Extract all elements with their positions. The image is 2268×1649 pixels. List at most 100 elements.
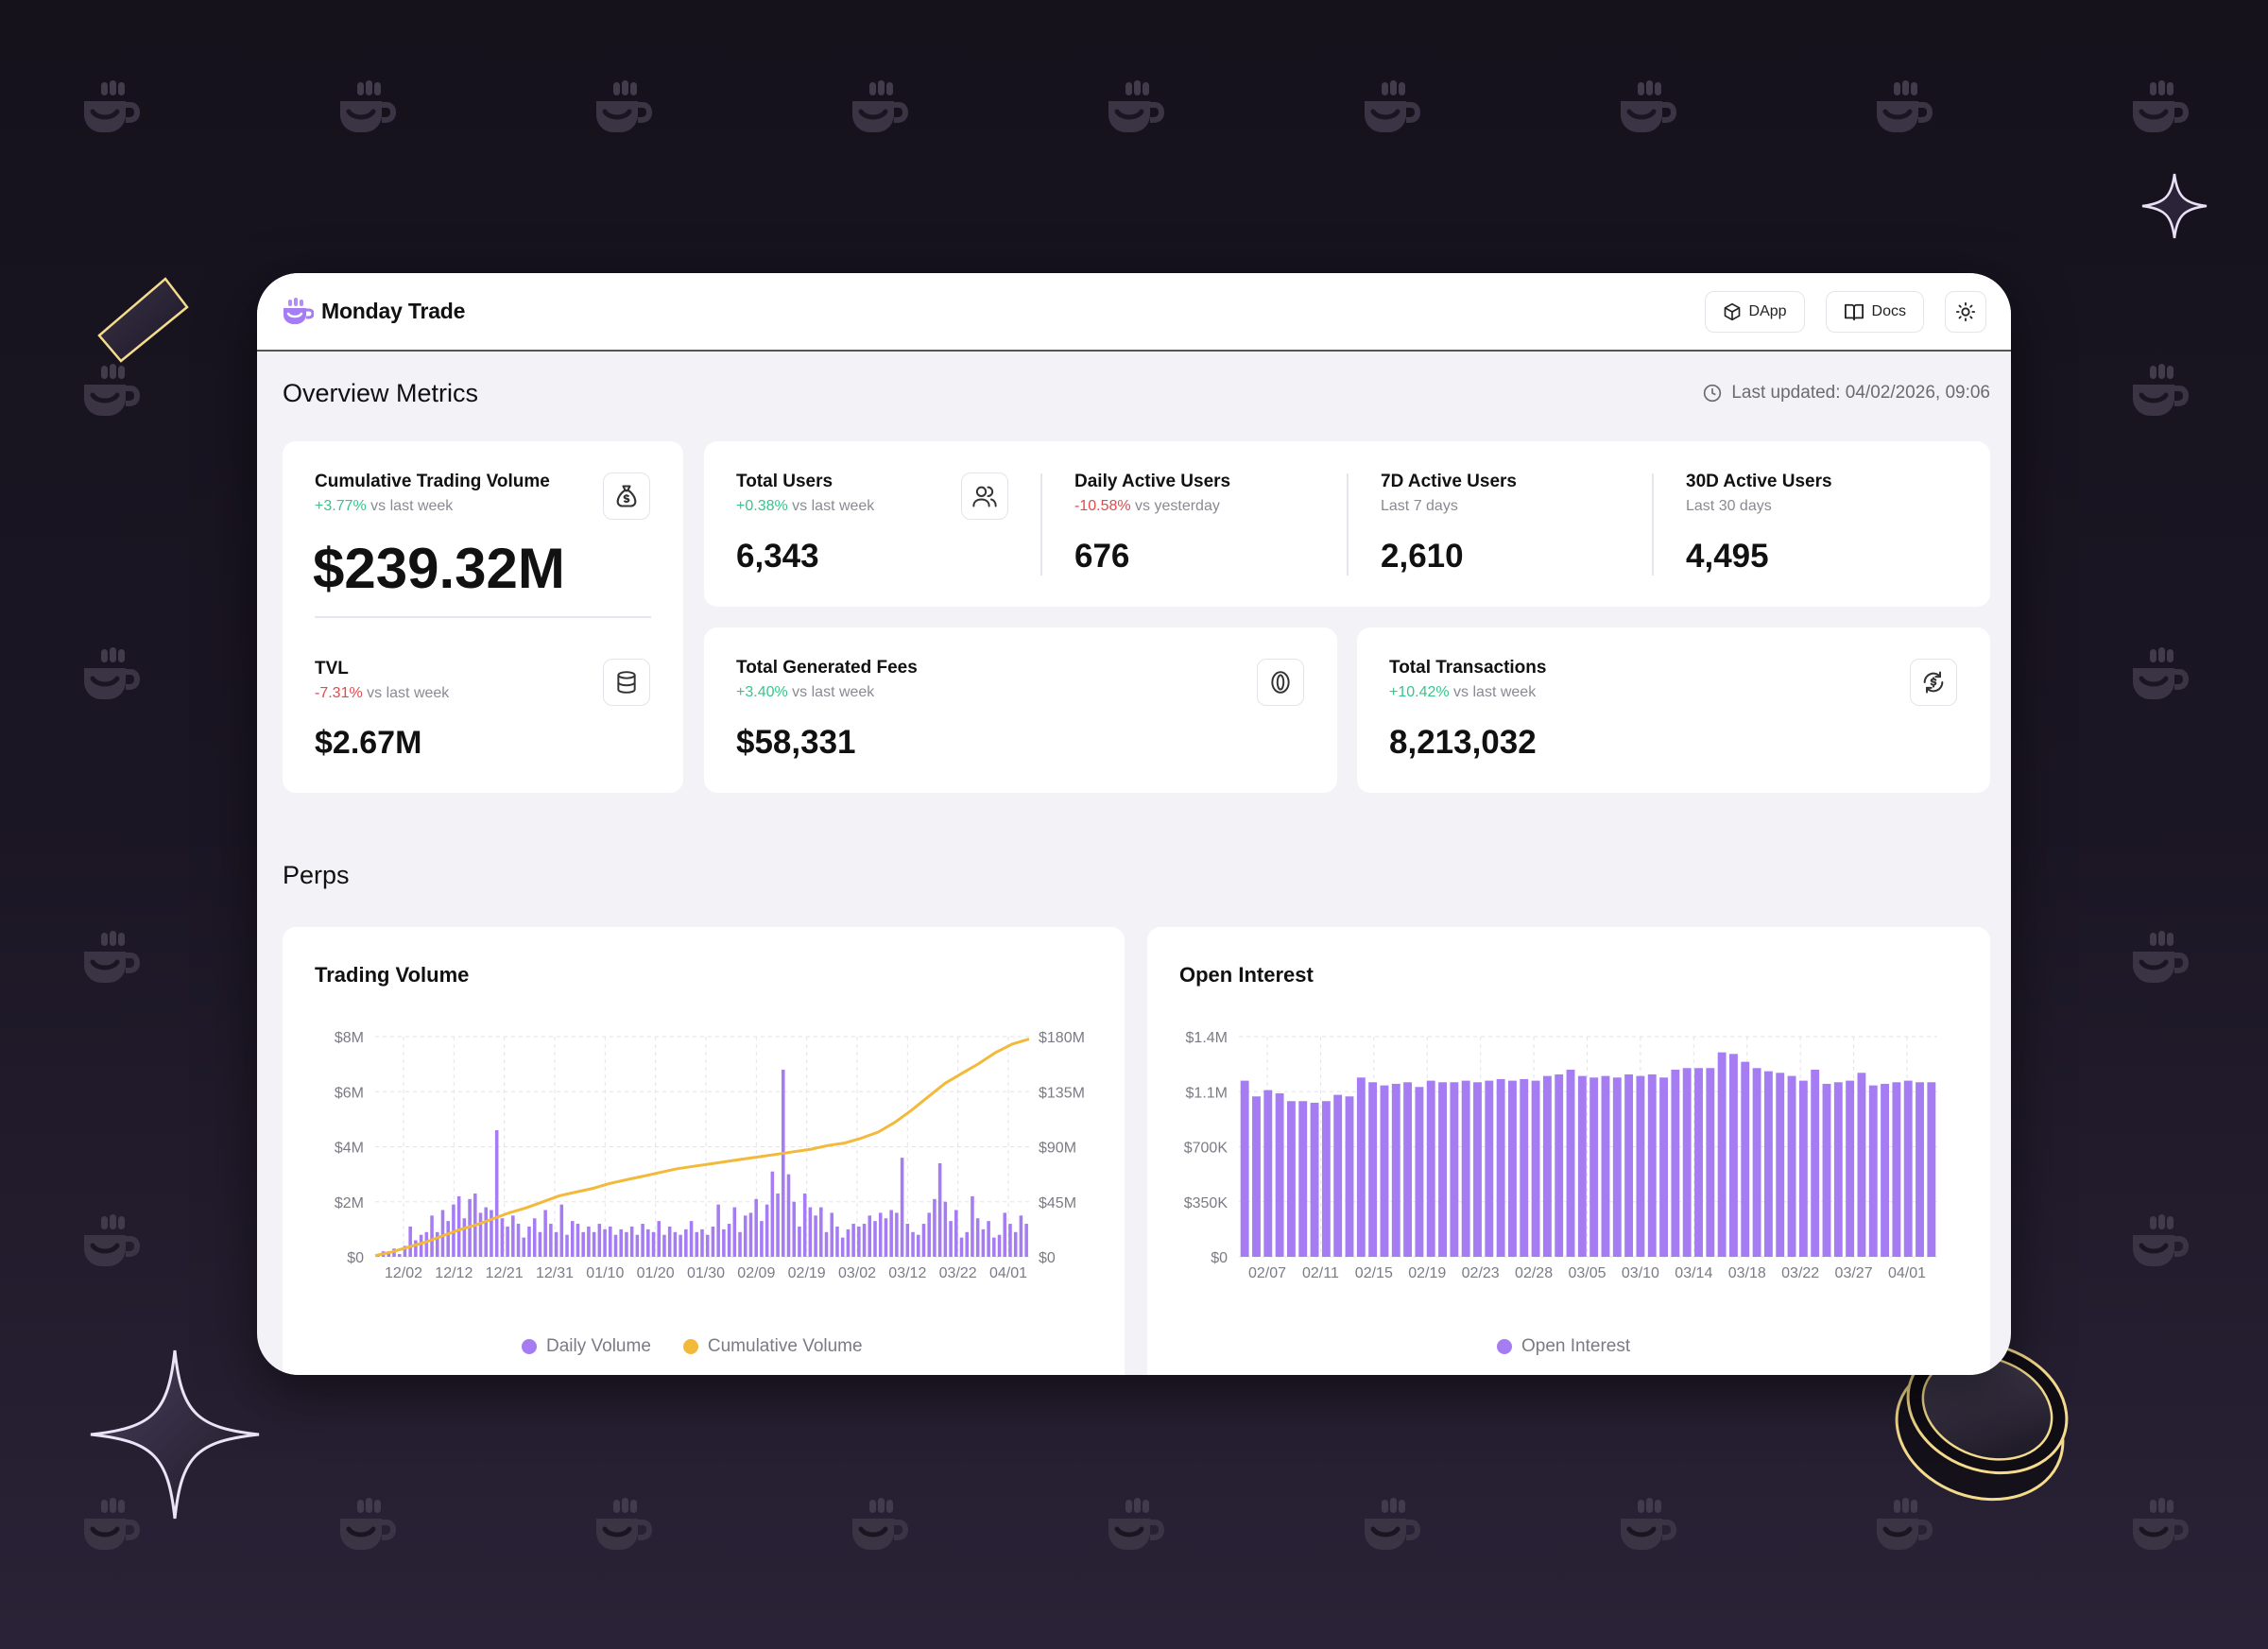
daily-volume-bar	[786, 1174, 791, 1257]
y-right-tick-label: $0	[1039, 1250, 1056, 1266]
daily-volume-bar	[981, 1228, 986, 1257]
active-7d-label: 7D Active Users	[1381, 472, 1517, 491]
cumulative-volume-line	[374, 1038, 1030, 1258]
background-mug-icon	[80, 647, 141, 704]
daily-volume-bar	[743, 1215, 747, 1257]
open-interest-bar	[1542, 1075, 1552, 1257]
legend-open-interest[interactable]: Open Interest	[1497, 1336, 1630, 1357]
legend-daily-volume[interactable]: Daily Volume	[522, 1336, 651, 1357]
change-suffix: vs last week	[362, 685, 450, 701]
daily-active-value: 676	[1074, 538, 1130, 575]
sun-icon	[1955, 301, 1976, 321]
open-interest-bar	[1473, 1082, 1482, 1257]
active-30d-value: 4,495	[1686, 538, 1769, 575]
trading-volume-chart: $8M $6M $4M $2M $0 $180M $135M $90M $45M $0 12/02 1…	[335, 1030, 1085, 1281]
daily-volume-bar	[884, 1218, 888, 1257]
daily-volume-bar	[819, 1207, 823, 1257]
daily-volume-bar	[689, 1221, 694, 1257]
daily-volume-bar	[484, 1207, 489, 1257]
daily-volume-bar	[532, 1218, 537, 1257]
open-interest-bar	[1240, 1080, 1249, 1257]
x-tick-label: 12/31	[536, 1265, 574, 1281]
daily-volume-bar	[462, 1218, 467, 1257]
background-mug-icon	[2129, 1214, 2190, 1271]
transactions-value: 8,213,032	[1389, 724, 1537, 761]
theme-toggle-button[interactable]	[1945, 290, 1986, 333]
x-tick-label: 12/12	[435, 1265, 472, 1281]
fees-value: $58,331	[736, 724, 856, 761]
daily-volume-bar	[851, 1224, 855, 1257]
daily-volume-bar	[857, 1226, 861, 1257]
y-right-tick-label: $90M	[1039, 1141, 1076, 1157]
fees-label: Total Generated Fees	[736, 658, 918, 678]
daily-volume-bar	[911, 1231, 915, 1257]
money-bag-icon	[603, 472, 650, 520]
legend-cumulative-volume[interactable]: Cumulative Volume	[682, 1336, 863, 1357]
cumulative-volume-change: +3.77%	[315, 498, 367, 514]
docs-button[interactable]: Docs	[1825, 290, 1924, 333]
change-suffix: vs last week	[787, 498, 875, 514]
x-tick-label: 03/12	[888, 1265, 926, 1281]
daily-volume-bar	[435, 1231, 439, 1257]
transactions-label: Total Transactions	[1389, 658, 1547, 678]
daily-volume-bar	[830, 1212, 834, 1257]
background-mug-icon	[1105, 80, 1165, 137]
daily-active-label: Daily Active Users	[1074, 472, 1231, 491]
open-interest-bar	[1298, 1101, 1308, 1257]
x-tick-label: 02/19	[1408, 1265, 1446, 1281]
daily-volume-bar	[657, 1221, 662, 1257]
daily-volume-bar	[527, 1226, 531, 1257]
x-tick-label: 03/18	[1728, 1265, 1766, 1281]
users-icon	[961, 472, 1008, 520]
x-tick-label: 02/15	[1355, 1265, 1393, 1281]
trading-volume-title: Trading Volume	[315, 963, 470, 987]
change-suffix: vs last week	[787, 684, 875, 700]
transactions-change: +10.42%	[1389, 684, 1450, 700]
book-icon	[1844, 303, 1864, 320]
decorative-card-shape	[97, 277, 189, 363]
daily-volume-bar	[792, 1201, 796, 1257]
daily-volume-bar	[868, 1215, 872, 1257]
daily-volume-bar	[549, 1224, 553, 1257]
daily-volume-bar	[651, 1231, 656, 1257]
daily-volume-bar	[635, 1234, 640, 1257]
daily-volume-bar	[679, 1234, 682, 1257]
daily-volume-bar	[419, 1234, 423, 1257]
daily-volume-bar	[581, 1231, 585, 1257]
open-interest-bar	[1252, 1096, 1261, 1257]
open-interest-bar	[1916, 1082, 1924, 1257]
perps-title: Perps	[283, 861, 350, 889]
background-mug-icon	[80, 931, 141, 988]
dapp-button[interactable]: DApp	[1704, 290, 1805, 333]
x-tick-label: 02/28	[1515, 1265, 1553, 1281]
open-interest-bar	[1612, 1077, 1622, 1257]
background-mug-icon	[1617, 80, 1677, 137]
daily-volume-bar	[629, 1226, 634, 1257]
open-interest-bar	[1776, 1073, 1785, 1257]
y-tick-label: $350K	[1184, 1195, 1228, 1211]
daily-volume-bar	[408, 1226, 412, 1257]
daily-volume-bar	[895, 1212, 899, 1257]
daily-volume-bar	[873, 1221, 877, 1257]
background-mug-icon	[1361, 80, 1421, 137]
daily-volume-bar	[760, 1221, 764, 1257]
x-tick-label: 01/20	[637, 1265, 675, 1281]
dapp-label: DApp	[1748, 302, 1787, 319]
background-mug-icon	[1361, 1498, 1421, 1555]
open-interest-bar	[1461, 1080, 1470, 1257]
brand[interactable]: Monday Trade	[282, 297, 465, 326]
x-tick-label: 03/27	[1835, 1265, 1873, 1281]
x-tick-label: 02/11	[1302, 1265, 1339, 1281]
daily-volume-bar	[824, 1231, 829, 1257]
open-interest-bar	[1566, 1069, 1575, 1257]
daily-volume-bar	[959, 1237, 964, 1257]
open-interest-bar	[1752, 1068, 1761, 1257]
change-suffix: vs yesterday	[1130, 498, 1220, 514]
daily-volume-bar	[905, 1224, 910, 1257]
open-interest-bar	[1531, 1080, 1540, 1257]
total-users-value: 6,343	[736, 538, 819, 575]
decorative-coin	[1895, 1341, 2069, 1502]
daily-volume-bar	[500, 1218, 505, 1257]
y-left-tick-label: $6M	[335, 1085, 364, 1101]
trading-volume-legend: Daily Volume Cumulative Volume	[522, 1336, 863, 1357]
